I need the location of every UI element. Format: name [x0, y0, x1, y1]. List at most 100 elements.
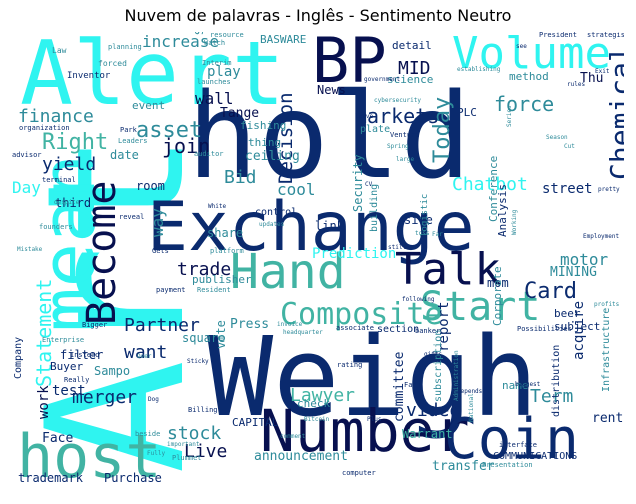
word-national: National — [468, 393, 475, 422]
word-lawyer: Lawyer — [290, 385, 356, 406]
word-invoice: invoice — [277, 321, 303, 328]
word-force: force — [494, 92, 555, 116]
word-bitcoin: Bitcoin — [304, 416, 330, 423]
word-publisher: publisher — [192, 273, 252, 286]
word-talk: Talk — [395, 244, 501, 295]
word-associate: associate — [336, 324, 374, 332]
word-exchange: Exchange — [147, 188, 475, 267]
word-analysis: Analysis — [496, 184, 509, 237]
word-rating: rating — [337, 361, 363, 369]
word-terminal: terminal — [42, 176, 76, 184]
word-stock: stock — [167, 423, 222, 444]
word-prediction: Prediction — [312, 246, 397, 262]
word-cybersecurity: cybersecurity — [374, 97, 421, 104]
word-security: Security — [351, 154, 365, 212]
word-administration: Administration — [453, 350, 460, 401]
word-interface: interface — [499, 441, 537, 449]
word-plummet: Plummet — [172, 454, 202, 462]
word-rules: rules — [567, 81, 586, 88]
word-volume: Volume — [452, 32, 611, 79]
word-science: science — [387, 73, 434, 86]
word-chemical: Chemical — [604, 45, 624, 180]
word-event: event — [132, 99, 166, 112]
word-still: still — [388, 244, 407, 251]
word-subject: subject — [554, 320, 601, 333]
word-depends: Depends — [457, 388, 483, 395]
word-motor: motor — [560, 250, 609, 269]
word-partner: Partner — [124, 315, 200, 336]
word-cut: Cut — [564, 143, 575, 150]
word-composite: Composite — [280, 297, 443, 332]
word-white: White — [208, 203, 227, 210]
word-buyer: Buyer — [50, 360, 84, 373]
word-establishing: establishing — [457, 66, 501, 73]
word-live: Live — [184, 441, 228, 462]
word-site: site — [404, 213, 433, 227]
word-section: section — [377, 324, 420, 335]
word-warrant: Warrant — [402, 427, 453, 441]
word-launches: launches — [197, 78, 231, 86]
word-hold: hold — [187, 67, 472, 205]
word-vote: vote — [214, 320, 228, 349]
word-host: host — [17, 422, 162, 492]
word-spring: Spring — [387, 143, 409, 150]
word-really: Really — [64, 376, 90, 384]
word-possibilities: Possibilities — [517, 325, 572, 333]
word-large: large — [396, 156, 415, 163]
word-start: Start — [420, 284, 541, 330]
word-transfer: transfer — [432, 459, 495, 474]
word-cv: CV — [365, 181, 373, 188]
word-infrastructure: Infrastructure — [601, 307, 612, 392]
word-series: Series — [506, 105, 513, 127]
word-bp: BP — [312, 32, 387, 97]
word-working: Working — [511, 209, 518, 235]
word-term: Term — [530, 386, 574, 407]
word-test: test — [52, 383, 86, 399]
word-third: third — [55, 196, 92, 210]
word-news: News — [317, 83, 346, 97]
word-number: Number — [260, 397, 470, 465]
word-share: share — [207, 226, 244, 240]
word-asset: asset — [136, 118, 203, 143]
word-exit: Exit — [595, 68, 610, 75]
word-headquarter: headquarter — [283, 329, 323, 336]
word-video: video — [406, 400, 461, 421]
word-forced: forced — [98, 59, 127, 68]
word-resident: Resident — [197, 286, 231, 294]
word-join: join — [162, 134, 211, 158]
word-pretty: pretty — [598, 186, 620, 193]
word-important: important — [167, 441, 200, 448]
word-leave: leave — [355, 113, 374, 120]
word-yield: yield — [42, 154, 97, 175]
word-beer: beer — [554, 307, 581, 320]
word-park: Park — [120, 126, 137, 134]
word-press: Press — [230, 317, 270, 332]
word-method: method — [509, 70, 549, 83]
word-square: square — [182, 331, 226, 345]
word-see: see — [516, 43, 527, 50]
word-link: link — [315, 219, 344, 233]
word-bid: Bid — [224, 167, 257, 188]
word-platform: platform — [210, 247, 244, 255]
word-far: Far — [432, 231, 443, 238]
word-mining: MINING — [550, 265, 597, 280]
word-banker: banker — [415, 327, 441, 335]
word-over: Over — [137, 353, 152, 360]
word-check: check — [297, 397, 331, 410]
word-sticky: Sticky — [187, 358, 209, 365]
word-purchase: Purchase — [104, 471, 162, 485]
word-card: Card — [524, 279, 577, 304]
word-increase: increase — [142, 32, 220, 51]
word-face: Face — [42, 431, 74, 446]
word-comment: comment — [280, 433, 306, 440]
word-subscription: subscription — [433, 329, 444, 402]
word-leaders: Leaders — [118, 137, 148, 145]
word-room: room — [136, 179, 165, 193]
word-building: building — [369, 183, 380, 232]
word-trade: trade — [177, 259, 232, 280]
word-markets: markets — [355, 104, 440, 128]
word-merger: merger — [72, 387, 138, 408]
word-wall: wall — [195, 89, 234, 108]
word-fully: Fully — [147, 450, 166, 457]
word-way: way — [148, 208, 167, 237]
